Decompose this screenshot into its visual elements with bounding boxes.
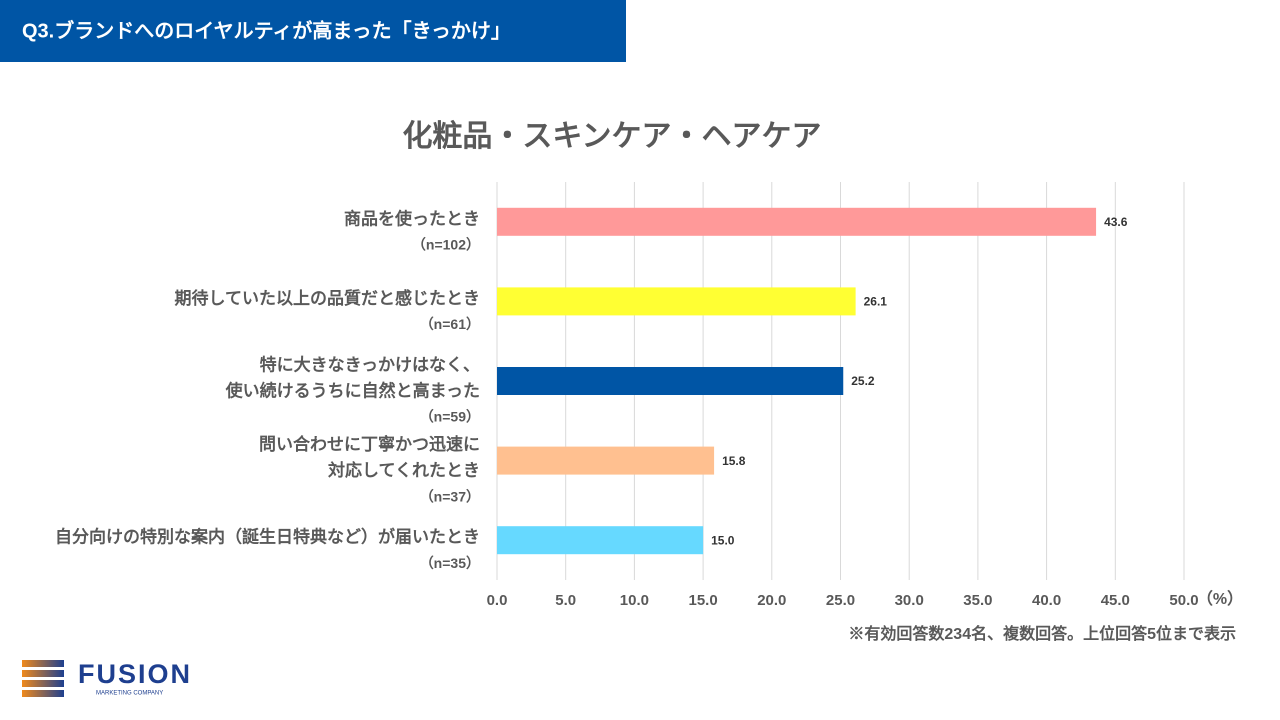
y-tick-label: 使い続けるうちに自然と高まった xyxy=(225,380,480,400)
header-bar xyxy=(0,0,626,62)
data-label: 43.6 xyxy=(1104,215,1128,229)
y-tick-label: 対応してくれたとき xyxy=(327,460,480,480)
bar xyxy=(497,287,856,316)
y-tick-label: 商品を使ったとき xyxy=(344,208,480,228)
x-tick-label: 25.0 xyxy=(826,592,855,609)
header-title: Q3.ブランドへのロイヤルティが高まった「きっかけ」 xyxy=(22,18,511,42)
y-tick-label: （n=35） xyxy=(420,555,480,571)
bar xyxy=(497,207,1097,236)
y-tick-label: （n=59） xyxy=(420,409,480,425)
x-tick-label: 30.0 xyxy=(895,592,924,609)
x-tick-label: 0.0 xyxy=(487,592,508,609)
x-tick-label: 15.0 xyxy=(688,592,717,609)
bar xyxy=(497,446,715,475)
y-tick-label: （n=61） xyxy=(420,316,480,332)
bar xyxy=(497,526,704,555)
x-tick-label: 20.0 xyxy=(757,592,786,609)
x-unit: （%） xyxy=(1197,590,1243,608)
x-tick-label: 40.0 xyxy=(1032,592,1061,609)
y-tick-label: （n=102） xyxy=(412,237,480,253)
logo-icon xyxy=(22,660,64,697)
x-tick-label: 45.0 xyxy=(1101,592,1130,609)
y-tick-label: （n=37） xyxy=(420,488,480,504)
logo-tagline: MARKETING COMPANY xyxy=(96,691,163,697)
logo-name: FUSION xyxy=(78,659,192,689)
chart-title: 化粧品・スキンケア・ヘアケア xyxy=(402,120,821,153)
x-tick-label: 5.0 xyxy=(555,592,576,609)
plot: 0.0 5.0 10.0 15.0 20.0 25.0 30.0 35.0 40.0 45.0 50… xyxy=(55,182,1243,609)
y-tick-label: 特に大きなきっかけはなく、 xyxy=(260,354,480,374)
footnote: ※有効回答数234名、複数回答。上位回答5位まで表示 xyxy=(848,624,1236,643)
y-tick-label: 自分向けの特別な案内（誕生日特典など）が届いたとき xyxy=(55,527,480,547)
data-label: 15.0 xyxy=(711,533,735,547)
x-tick-label: 50.0 xyxy=(1169,592,1198,609)
data-label: 25.2 xyxy=(851,374,875,388)
data-label: 26.1 xyxy=(864,295,888,309)
y-tick-label: 期待していた以上の品質だと感じたとき xyxy=(175,288,481,308)
x-tick-label: 35.0 xyxy=(963,592,992,609)
x-tick-label: 10.0 xyxy=(620,592,649,609)
bar xyxy=(497,367,844,395)
y-tick-label: 問い合わせに丁寧かつ迅速に xyxy=(259,434,480,454)
data-label: 15.8 xyxy=(722,454,746,468)
